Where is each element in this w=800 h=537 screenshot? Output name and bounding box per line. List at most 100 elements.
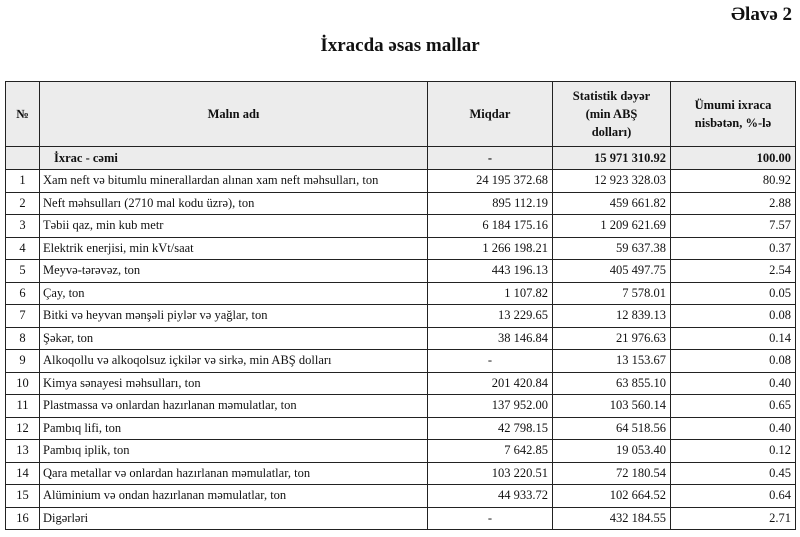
- cell-value: 59 637.38: [552, 236, 671, 260]
- header-quantity: Miqdar: [427, 81, 553, 147]
- cell-quantity: 103 220.51: [427, 461, 553, 485]
- cell-quantity: 137 952.00: [427, 394, 553, 418]
- cell-name: Neft məhsulları (2710 mal kodu üzrə), to…: [39, 191, 428, 215]
- cell-name: Xam neft və bitumlu minerallardan alınan…: [39, 169, 428, 193]
- cell-no: 4: [5, 236, 40, 260]
- table-row: 15 Alüminium və ondan hazırlanan məmulatl…: [5, 484, 796, 508]
- appendix-label: Əlavə 2: [731, 4, 792, 25]
- header-name: Malın adı: [39, 81, 428, 147]
- cell-value: 64 518.56: [552, 416, 671, 440]
- cell-no: 1: [5, 169, 40, 193]
- cell-name: Şəkər, ton: [39, 326, 428, 350]
- table-row: 14 Qara metallar və onlardan hazırlanan m…: [5, 461, 796, 485]
- cell-quantity: 7 642.85: [427, 439, 553, 463]
- cell-quantity: 1 107.82: [427, 281, 553, 305]
- cell-name: Kimya sənayesi məhsulları, ton: [39, 371, 428, 395]
- cell-share: 7.57: [670, 214, 796, 238]
- cell-value: 12 839.13: [552, 304, 671, 328]
- total-quantity: -: [427, 146, 553, 170]
- cell-value: 72 180.54: [552, 461, 671, 485]
- table-row: 10 Kimya sənayesi məhsulları, ton 201 420.…: [5, 371, 796, 395]
- cell-name: Bitki və heyvan mənşəli piylər və yağlar…: [39, 304, 428, 328]
- cell-no: 10: [5, 371, 40, 395]
- table-row: 4 Elektrik enerjisi, min kVt/saat 1 266 19…: [5, 236, 796, 260]
- cell-quantity: 1 266 198.21: [427, 236, 553, 260]
- cell-share: 0.45: [670, 461, 796, 485]
- cell-quantity: 443 196.13: [427, 259, 553, 283]
- cell-share: 2.88: [670, 191, 796, 215]
- cell-value: 21 976.63: [552, 326, 671, 350]
- export-table: № Malın adı Miqdar Statistik dəyər (min …: [5, 81, 796, 530]
- cell-no: 15: [5, 484, 40, 508]
- cell-no: 13: [5, 439, 40, 463]
- table-row: 1 Xam neft və bitumlu minerallardan alına…: [5, 169, 796, 193]
- cell-value: 12 923 328.03: [552, 169, 671, 193]
- cell-name: Təbii qaz, min kub metr: [39, 214, 428, 238]
- cell-no: 11: [5, 394, 40, 418]
- total-no: [5, 146, 40, 170]
- cell-quantity: 895 112.19: [427, 191, 553, 215]
- cell-name: Qara metallar və onlardan hazırlanan məm…: [39, 461, 428, 485]
- cell-value: 1 209 621.69: [552, 214, 671, 238]
- cell-quantity: -: [427, 349, 553, 373]
- cell-quantity: 6 184 175.16: [427, 214, 553, 238]
- page-title: İxracda əsas mallar: [320, 35, 480, 56]
- cell-value: 102 664.52: [552, 484, 671, 508]
- cell-name: Çay, ton: [39, 281, 428, 305]
- cell-share: 0.05: [670, 281, 796, 305]
- cell-value: 459 661.82: [552, 191, 671, 215]
- cell-share: 0.64: [670, 484, 796, 508]
- cell-quantity: 13 229.65: [427, 304, 553, 328]
- total-value: 15 971 310.92: [552, 146, 671, 170]
- cell-name: Alüminium və ondan hazırlanan məmulatlar…: [39, 484, 428, 508]
- cell-share: 0.40: [670, 416, 796, 440]
- table-row: 6 Çay, ton 1 107.82 7 578.01 0.05: [5, 281, 796, 305]
- cell-share: 0.14: [670, 326, 796, 350]
- header-value: Statistik dəyər (min ABŞ dolları): [552, 81, 671, 147]
- cell-share: 2.71: [670, 506, 796, 530]
- cell-share: 80.92: [670, 169, 796, 193]
- total-name: İxrac - cəmi: [39, 146, 428, 170]
- cell-share: 0.40: [670, 371, 796, 395]
- cell-share: 0.08: [670, 349, 796, 373]
- table-row: 8 Şəkər, ton 38 146.84 21 976.63 0.14: [5, 326, 796, 350]
- cell-share: 0.08: [670, 304, 796, 328]
- cell-no: 6: [5, 281, 40, 305]
- cell-no: 9: [5, 349, 40, 373]
- cell-quantity: 24 195 372.68: [427, 169, 553, 193]
- total-share: 100.00: [670, 146, 796, 170]
- cell-share: 2.54: [670, 259, 796, 283]
- table-row: 5 Meyvə-tərəvəz, ton 443 196.13 405 497.75 2…: [5, 259, 796, 283]
- cell-name: Plastmassa və onlardan hazırlanan məmula…: [39, 394, 428, 418]
- cell-quantity: 201 420.84: [427, 371, 553, 395]
- cell-no: 7: [5, 304, 40, 328]
- cell-no: 16: [5, 506, 40, 530]
- table-row: 3 Təbii qaz, min kub metr 6 184 175.16 1 20…: [5, 214, 796, 238]
- cell-name: Meyvə-tərəvəz, ton: [39, 259, 428, 283]
- table-row: 12 Pambıq lifi, ton 42 798.15 64 518.56 0.40: [5, 416, 796, 440]
- header-row: № Malın adı Miqdar Statistik dəyər (min …: [5, 81, 796, 147]
- table-row: 16 Digərləri -432 184.55 2.71: [5, 506, 796, 530]
- cell-value: 63 855.10: [552, 371, 671, 395]
- table-row: 11 Plastmassa və onlardan hazırlanan məmu…: [5, 394, 796, 418]
- cell-share: 0.37: [670, 236, 796, 260]
- cell-quantity: 38 146.84: [427, 326, 553, 350]
- cell-quantity: 44 933.72: [427, 484, 553, 508]
- cell-share: 0.65: [670, 394, 796, 418]
- cell-no: 8: [5, 326, 40, 350]
- cell-no: 12: [5, 416, 40, 440]
- cell-no: 5: [5, 259, 40, 283]
- cell-name: Alkoqollu və alkoqolsuz içkilər və sirkə…: [39, 349, 428, 373]
- cell-name: Elektrik enerjisi, min kVt/saat: [39, 236, 428, 260]
- table-row: 7 Bitki və heyvan mənşəli piylər və yağla…: [5, 304, 796, 328]
- cell-name: Pambıq lifi, ton: [39, 416, 428, 440]
- header-no: №: [5, 81, 40, 147]
- header-share: Ümumi ixraca nisbətən, %-lə: [670, 81, 796, 147]
- cell-no: 2: [5, 191, 40, 215]
- table-row: 13 Pambıq iplik, ton 7 642.85 19 053.40 0.12: [5, 439, 796, 463]
- cell-quantity: -: [427, 506, 553, 530]
- cell-no: 3: [5, 214, 40, 238]
- cell-value: 103 560.14: [552, 394, 671, 418]
- cell-value: 7 578.01: [552, 281, 671, 305]
- cell-name: Pambıq iplik, ton: [39, 439, 428, 463]
